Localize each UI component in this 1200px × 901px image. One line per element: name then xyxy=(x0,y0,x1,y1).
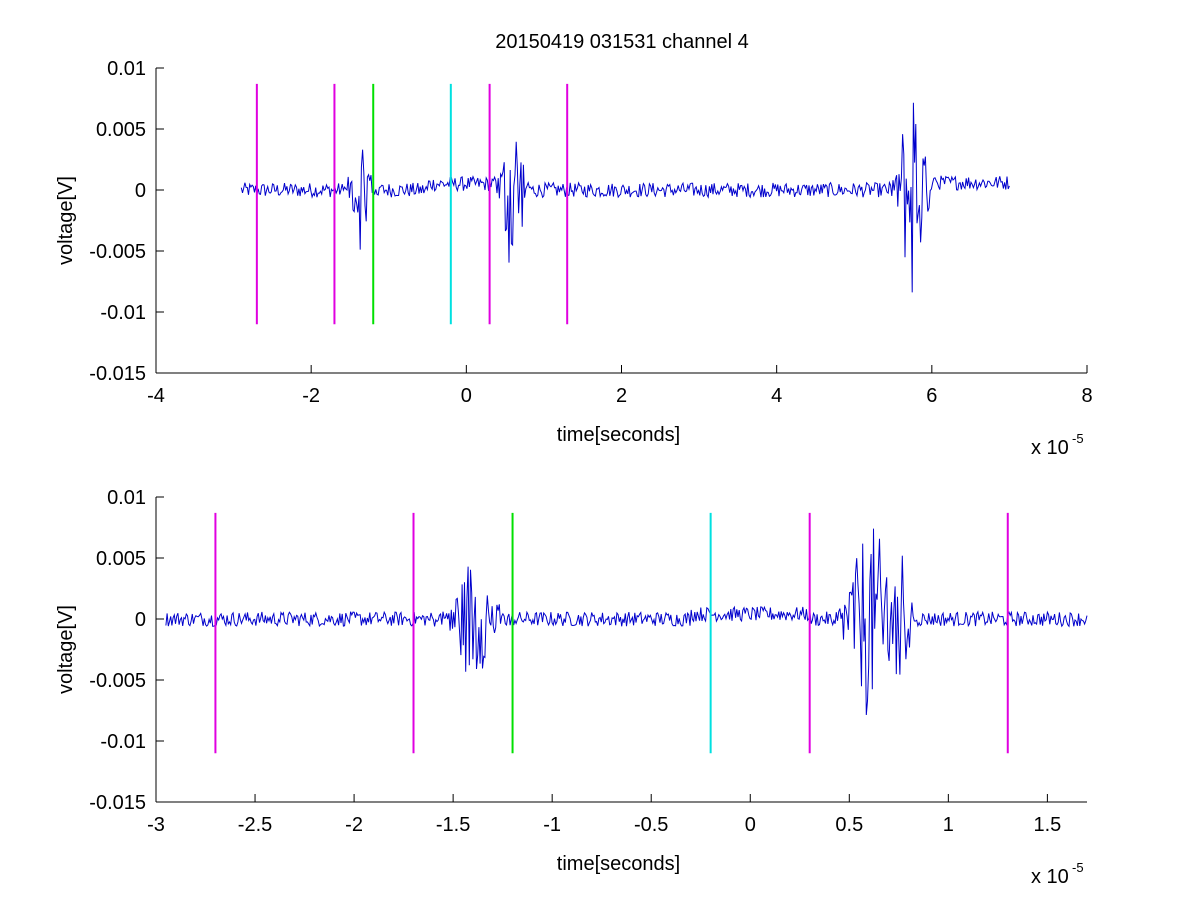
x-tick-label: -4 xyxy=(147,385,165,407)
x-tick-label: 1.5 xyxy=(1033,814,1061,836)
x-tick-label: 8 xyxy=(1081,385,1092,407)
x-tick-label: -3 xyxy=(147,814,165,836)
y-axis-label: voltage[V] xyxy=(55,605,77,694)
y-tick-label: 0.005 xyxy=(96,119,146,141)
top-plot: 0.01 0.005 0 -0.005 -0.01 -0.015-4 -2 0 2 4 6 8 time… xyxy=(55,58,1093,459)
x-tick-label: 2 xyxy=(616,385,627,407)
x-tick-label: -2.5 xyxy=(238,814,272,836)
x-tick-label: -2 xyxy=(345,814,363,836)
x-axis-label: time[seconds] xyxy=(557,853,680,875)
x-tick-label: 0 xyxy=(461,385,472,407)
y-tick-label: -0.005 xyxy=(89,670,146,692)
x-tick-label: 1 xyxy=(943,814,954,836)
x-tick-label: -2 xyxy=(302,385,320,407)
y-tick-label: -0.01 xyxy=(100,731,146,753)
y-tick-label: -0.01 xyxy=(100,302,146,324)
x-tick-label: 4 xyxy=(771,385,782,407)
bottom-plot: 0.01 0.005 0 -0.005 -0.01 -0.015-3 -2.5 -2 -1.5 -… xyxy=(55,487,1088,888)
x-multiplier-label: x 10 xyxy=(1031,437,1069,459)
x-tick-label: -0.5 xyxy=(634,814,668,836)
y-tick-label: -0.005 xyxy=(89,241,146,263)
x-multiplier-exponent: -5 xyxy=(1072,860,1084,875)
x-tick-label: -1 xyxy=(543,814,561,836)
x-tick-label: 0 xyxy=(745,814,756,836)
figure-title: 20150419 031531 channel 4 xyxy=(495,31,749,53)
y-axis-label: voltage[V] xyxy=(55,176,77,265)
y-tick-label: 0 xyxy=(135,609,146,631)
y-tick-label: 0 xyxy=(135,180,146,202)
signal-trace xyxy=(165,528,1088,716)
signal-trace xyxy=(240,102,1010,293)
y-tick-label: 0.01 xyxy=(107,487,146,509)
y-tick-label: 0.01 xyxy=(107,58,146,80)
y-tick-label: -0.015 xyxy=(89,363,146,385)
y-tick-label: 0.005 xyxy=(96,548,146,570)
x-tick-label: 0.5 xyxy=(835,814,863,836)
x-tick-label: 6 xyxy=(926,385,937,407)
y-tick-label: -0.015 xyxy=(89,792,146,814)
x-tick-label: -1.5 xyxy=(436,814,470,836)
x-multiplier-label: x 10 xyxy=(1031,866,1069,888)
x-axis-label: time[seconds] xyxy=(557,424,680,446)
x-multiplier-exponent: -5 xyxy=(1072,431,1084,446)
